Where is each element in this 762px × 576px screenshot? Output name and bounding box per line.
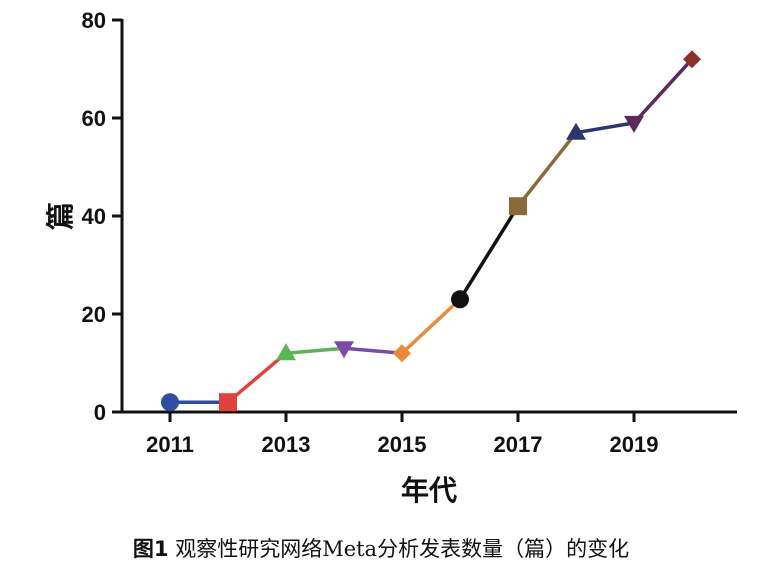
y-tick-label: 40: [82, 204, 106, 229]
figure-caption: 图1 观察性研究网络Meta分析发表数量（篇）的变化: [0, 533, 762, 563]
y-tick-label: 0: [94, 400, 106, 425]
data-point: [276, 343, 296, 361]
y-tick-label: 20: [82, 302, 106, 327]
series-segment: [400, 298, 462, 355]
y-tick-label: 60: [82, 106, 106, 131]
data-point: [334, 341, 354, 359]
data-point: [683, 50, 701, 69]
x-tick-label: 2019: [610, 432, 659, 457]
caption-label: 图1: [132, 537, 169, 561]
y-axis-label: 篇: [44, 202, 76, 230]
data-point: [451, 290, 469, 309]
data-point: [219, 393, 237, 412]
data-point: [393, 344, 411, 363]
x-tick-label: 2011: [146, 432, 194, 457]
series-segment: [285, 346, 345, 355]
data-point: [624, 115, 644, 133]
data-point: [509, 197, 527, 216]
x-tick-label: 2015: [378, 432, 427, 457]
caption-text: 观察性研究网络Meta分析发表数量（篇）的变化: [168, 537, 630, 561]
data-point: [566, 122, 586, 140]
y-tick-label: 80: [82, 8, 106, 33]
data-point: [161, 393, 179, 412]
series-segment: [575, 121, 635, 135]
series-segment: [226, 351, 288, 404]
x-tick-label: 2013: [262, 432, 311, 457]
x-axis-label: 年代: [401, 474, 457, 506]
series-segment: [343, 346, 403, 355]
series-segment: [632, 58, 694, 125]
series-segment: [516, 131, 578, 208]
x-tick-label: 2017: [494, 432, 543, 457]
line-chart: 0 20 40 60 80 2011 2013 2015 2017 2019 年代 篇: [44, 8, 737, 506]
series-segment: [458, 205, 520, 301]
